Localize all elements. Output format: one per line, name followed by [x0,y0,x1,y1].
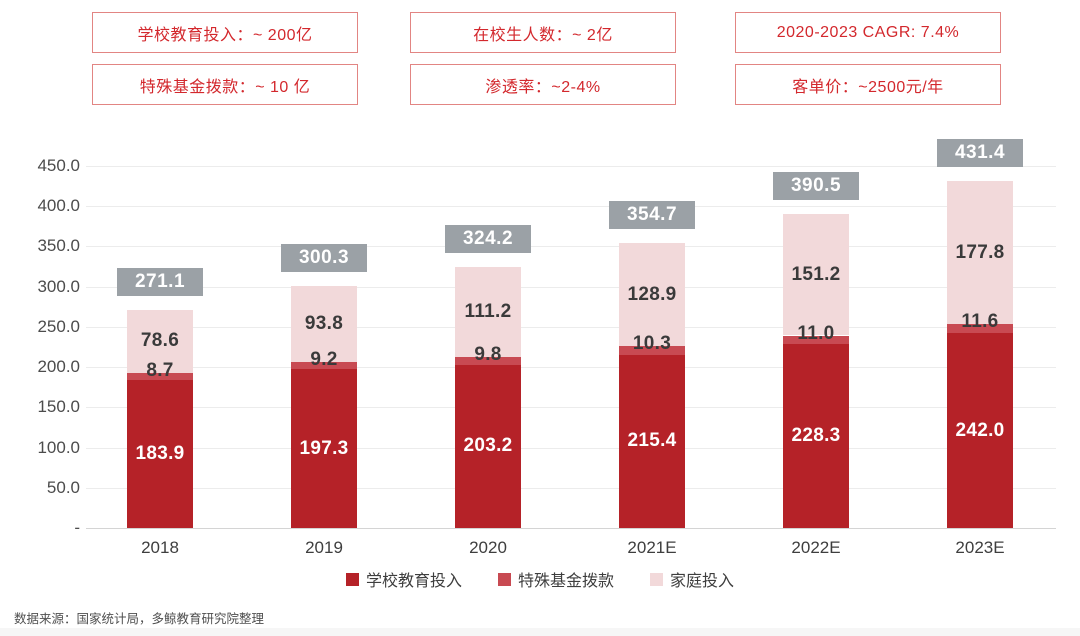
stat-box-unit-price: 客单价：~2500元/年 [735,64,1001,105]
stat-box-school-investment: 学校教育投入：~ 200亿 [92,12,358,53]
gridline [86,367,1056,369]
segment-value-label: 111.2 [464,300,512,322]
source-note: 数据来源：国家统计局，多鲸教育研究院整理 [14,612,265,626]
gridline [86,487,1056,489]
segment-value-label: 203.2 [463,435,513,457]
legend-swatch-icon [345,572,359,586]
legend-label: 学校教育投入 [365,573,462,590]
y-axis-tick-label: 150.0 [37,397,80,417]
y-axis-tick-label: 250.0 [37,316,80,336]
bar-segment-1 [291,369,357,528]
segment-value-label: 10.3 [632,333,672,355]
stat-box-special-fund-label: 特殊基金拨款：~ 10 亿 [139,78,311,96]
segment-value-label: 151.2 [791,263,841,285]
y-axis-tick-label: 300.0 [37,276,80,296]
bar-segment-3 [455,267,521,357]
total-value-label: 431.4 [937,139,1023,167]
gridline [86,407,1056,409]
stat-box-special-fund: 特殊基金拨款：~ 10 亿 [92,64,358,105]
total-value-label: 324.2 [445,225,531,254]
gridline [86,447,1056,449]
stat-box-penetration-rate: 渗透率：~2-4% [410,64,676,105]
gridline [86,246,1056,248]
bar-segment-3 [127,309,193,373]
footer-strip [0,628,1080,636]
gridline [86,206,1056,208]
legend-item: 家庭投入 [650,567,734,591]
bar-segment-1 [127,380,193,528]
legend-item: 特殊基金拨款 [497,567,614,591]
stat-box-unit-price-label: 客单价：~2500元/年 [792,78,944,96]
y-axis-tick-label: - [74,518,80,537]
legend-item: 学校教育投入 [345,567,462,591]
stat-box-student-count: 在校生人数：~ 2亿 [410,12,676,53]
bar-segment-1 [619,354,685,528]
x-axis-category-label: 2022E [791,538,841,557]
segment-value-label: 9.8 [474,343,502,365]
bar-segment-2 [619,346,685,355]
bar-segment-3 [783,213,849,336]
legend-swatch-icon [497,572,511,586]
segment-value-label: 242.0 [955,419,1005,441]
y-axis-tick-label: 100.0 [37,437,80,457]
total-value-label: 354.7 [609,200,695,229]
segment-value-label: 177.8 [955,241,1005,263]
stat-box-cagr: 2020-2023 CAGR: 7.4% [735,12,1001,53]
bar-segment-3 [291,286,357,362]
y-axis-tick-label: 400.0 [37,196,80,216]
x-axis-category-label: 2021E [627,538,677,557]
segment-value-label: 93.8 [304,313,344,335]
bar-segment-1 [947,333,1013,528]
stat-box-cagr-label: 2020-2023 CAGR: 7.4% [776,23,960,41]
bar-segment-3 [947,181,1013,324]
segment-value-label: 197.3 [299,437,349,459]
gridline [86,528,1056,529]
total-value-label: 390.5 [773,171,859,200]
stat-box-penetration-rate-label: 渗透率：~2-4% [485,78,601,96]
legend-label: 家庭投入 [670,573,735,590]
bar-segment-2 [947,324,1013,334]
x-axis-category-label: 2023E [955,538,1005,557]
segment-value-label: 183.9 [135,443,185,464]
y-axis-tick-label: 200.0 [37,357,80,377]
total-value-label: 271.1 [117,267,203,296]
bar-segment-2 [783,335,849,345]
bar-segment-3 [619,242,685,347]
total-value-label: 300.3 [281,244,367,273]
segment-value-label: 11.0 [797,322,835,344]
legend-label: 特殊基金拨款 [517,573,614,590]
bar-segment-2 [455,356,521,365]
bar-segment-1 [783,344,849,528]
x-axis-category-label: 2020 [469,538,507,557]
segment-value-label: 228.3 [791,425,841,447]
stat-box-school-investment-label: 学校教育投入：~ 200亿 [137,26,313,44]
gridline [86,166,1056,167]
y-axis-tick-label: 350.0 [37,236,80,256]
segment-value-label: 128.9 [627,283,677,305]
stat-box-student-count-label: 在校生人数：~ 2亿 [473,26,613,44]
x-axis-category-label: 2018 [141,538,179,557]
segment-value-label: 215.4 [627,430,677,452]
bar-segment-2 [127,373,193,381]
bar-segment-1 [455,364,521,528]
legend-swatch-icon [650,572,663,586]
segment-value-label: 8.7 [146,360,174,382]
segment-value-label: 9.2 [310,348,338,370]
chart-legend: 学校教育投入 特殊基金拨款 家庭投入 [0,567,1080,591]
segment-value-label: 11.6 [961,311,999,332]
y-axis-tick-label: 50.0 [46,477,80,497]
gridline [86,326,1056,328]
y-axis-tick-label: 450.0 [37,156,80,175]
bar-segment-2 [291,361,357,370]
x-axis-category-label: 2019 [305,538,343,557]
gridline [86,286,1056,288]
segment-value-label: 78.6 [140,330,180,352]
